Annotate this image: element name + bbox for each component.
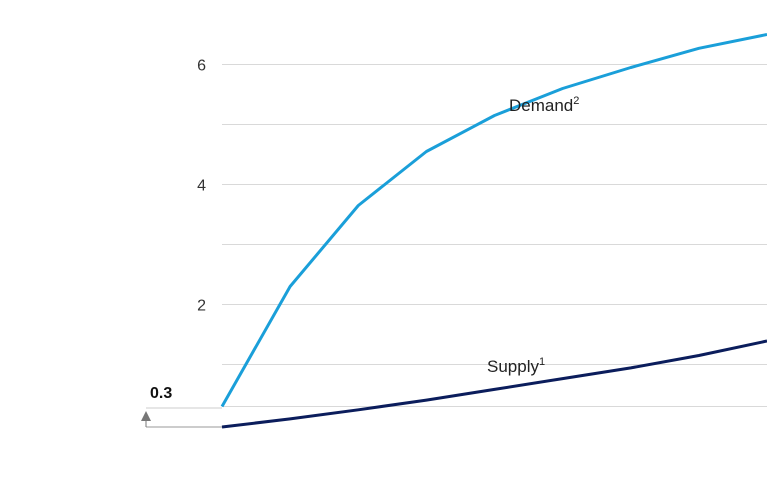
y-tick-label: 4 [197, 178, 206, 195]
arrow-up-icon [141, 411, 151, 421]
grid-lines [222, 64, 767, 407]
series-label-supply-superscript: 1 [539, 356, 545, 368]
series-label-demand-superscript: 2 [573, 95, 579, 107]
y-tick-label: 6 [197, 58, 206, 75]
y-axis-ticks: 2 4 6 [197, 58, 206, 315]
gap-annotation-label: 0.3 [150, 385, 172, 402]
series-line-demand [220, 33, 767, 408]
series-label-demand-name: Demand [509, 96, 573, 115]
gap-annotation: 0.3 [141, 385, 222, 428]
series-line-supply [221, 339, 767, 429]
series-label-supply: Supply1 [487, 356, 545, 376]
series-label-demand: Demand2 [509, 95, 579, 115]
series-lines [220, 33, 767, 429]
y-tick-label: 2 [197, 298, 206, 315]
series-label-supply-name: Supply [487, 357, 539, 376]
